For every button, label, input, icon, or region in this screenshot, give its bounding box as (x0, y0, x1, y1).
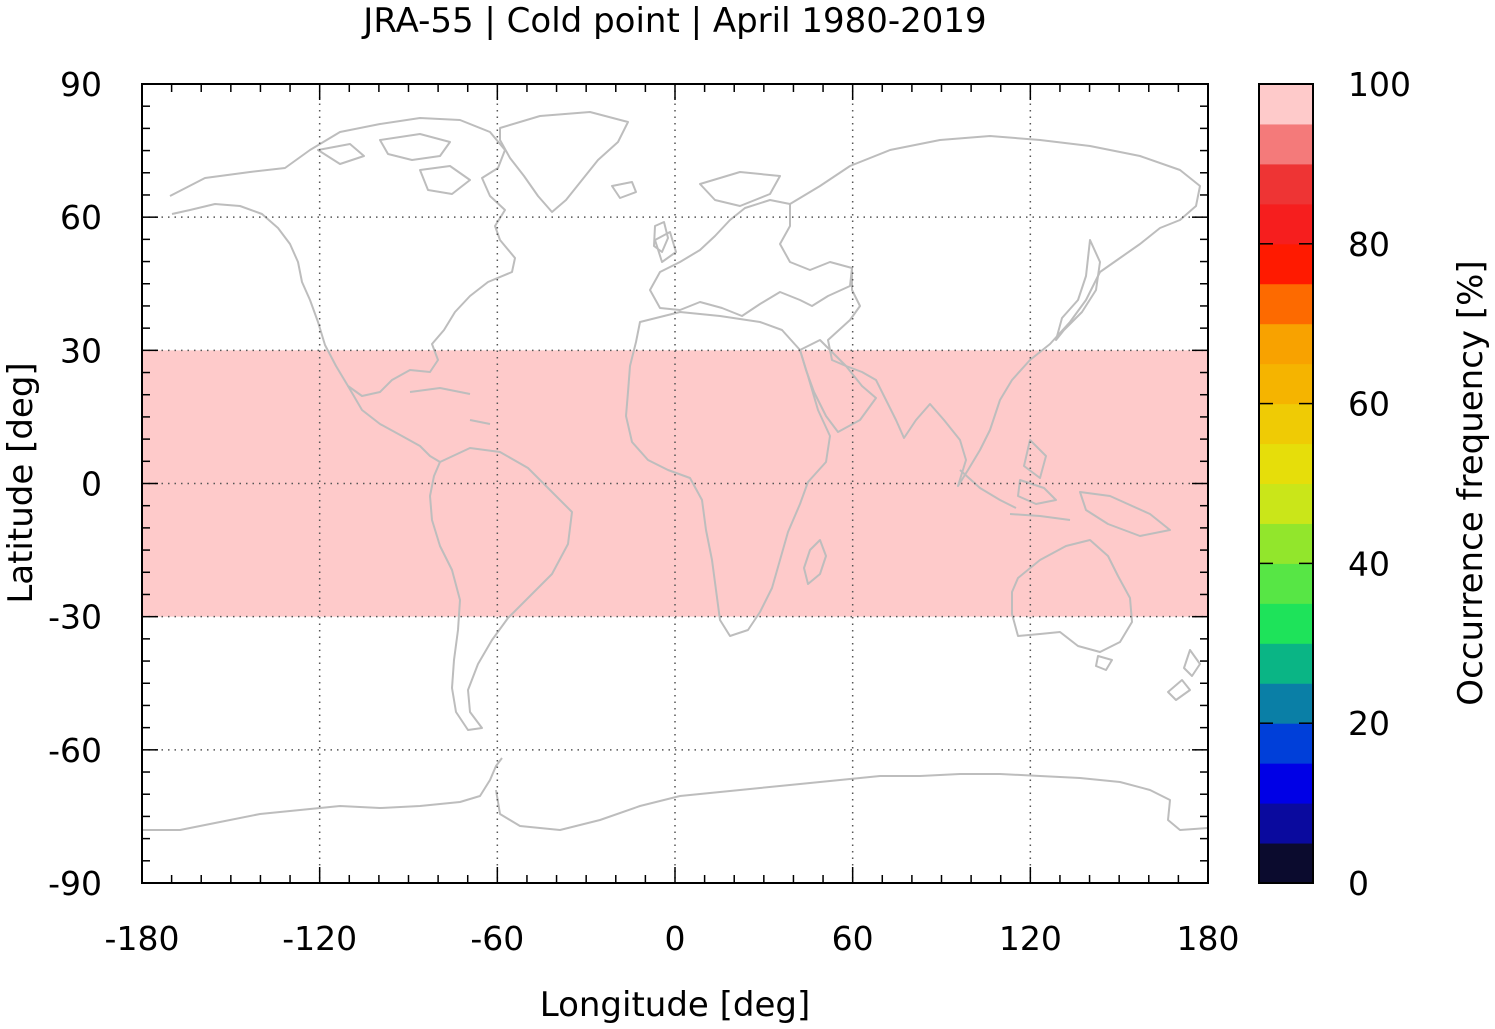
coastline-north-america (169, 117, 516, 397)
coastline-europe (649, 171, 853, 317)
x-tick-label: -60 (470, 919, 524, 958)
colorbar-bin (1259, 84, 1313, 125)
colorbar-tick-labels: 0 20 40 60 80 100 (1348, 65, 1411, 903)
colorbar-bin (1259, 763, 1313, 804)
colorbar-tick-label: 100 (1348, 65, 1411, 104)
coastline-asia (789, 135, 1201, 487)
colorbar-bin (1259, 203, 1313, 245)
y-tick-label: 60 (60, 198, 102, 237)
colorbar-bin (1259, 843, 1313, 884)
coastline-japan (1055, 239, 1101, 341)
coastline-new-zealand (1167, 649, 1201, 701)
colorbar-bin (1259, 803, 1313, 844)
colorbar-bin (1259, 443, 1313, 484)
coastline-australia (1011, 539, 1133, 671)
colorbar-bin (1259, 323, 1313, 365)
colorbar: 0 20 40 60 80 100 Occurrence frequency [%] (1258, 65, 1491, 903)
coastline-south-america (429, 447, 573, 731)
coastline-arctic-islands (317, 133, 471, 195)
chart-title: JRA-55 | Cold point | April 1980-2019 (361, 1, 986, 41)
grid-lines (142, 84, 1208, 883)
y-tick-label: -90 (48, 864, 102, 903)
coastline-central-america (347, 385, 491, 463)
colorbar-tick-label: 0 (1348, 864, 1369, 903)
colorbar-tick-label: 80 (1348, 225, 1390, 264)
plot-frame (141, 83, 1209, 884)
y-tick-label: 0 (81, 465, 102, 504)
colorbar-bin (1259, 283, 1313, 325)
colorbar-label: Occurrence frequency [%] (1451, 260, 1491, 705)
y-tick-label: -60 (48, 731, 102, 770)
plot-area (141, 83, 1209, 884)
colorbar-tick-label: 20 (1348, 704, 1390, 743)
colorbar-bin (1259, 723, 1313, 764)
y-tick-label: 30 (60, 331, 102, 370)
y-tick-label: -30 (48, 598, 102, 637)
colorbar-bins (1259, 84, 1313, 884)
colorbar-bin (1259, 603, 1313, 644)
x-tick-label: -120 (282, 919, 357, 958)
coastline-antarctica (142, 757, 1209, 831)
coastline-british-isles (611, 181, 669, 253)
x-tick-label: 60 (832, 919, 874, 958)
x-tick-label: 0 (665, 919, 686, 958)
coastline-maritime-continent (959, 439, 1171, 537)
colorbar-bin (1259, 523, 1313, 564)
x-axis-label: Longitude [deg] (540, 985, 811, 1025)
colorbar-tick-label: 40 (1348, 544, 1390, 583)
coastline-map (142, 111, 1209, 831)
y-tick-label: 90 (60, 65, 102, 104)
colorbar-bin (1259, 643, 1313, 684)
colorbar-bin (1259, 363, 1313, 405)
x-tick-label: -180 (105, 919, 180, 958)
x-tick-labels: -180 -120 -60 0 60 120 180 (105, 919, 1240, 958)
coastline-madagascar (803, 539, 827, 585)
colorbar-bin (1259, 683, 1313, 724)
axis-ticks (141, 83, 1209, 884)
colorbar-bin (1259, 123, 1313, 165)
y-tick-labels: -90 -60 -30 0 30 60 90 (48, 65, 102, 903)
colorbar-bin (1259, 243, 1313, 285)
colorbar-bin (1259, 163, 1313, 205)
colorbar-bin (1259, 483, 1313, 524)
colorbar-bin (1259, 403, 1313, 445)
x-tick-label: 180 (1177, 919, 1240, 958)
x-tick-label: 120 (999, 919, 1062, 958)
y-axis-label: Latitude [deg] (1, 362, 41, 603)
coastline-greenland (499, 111, 629, 213)
colorbar-bin (1259, 563, 1313, 604)
coastline-arabia (799, 339, 877, 433)
colorbar-frame (1258, 83, 1314, 884)
colorbar-tick-label: 60 (1348, 385, 1390, 424)
